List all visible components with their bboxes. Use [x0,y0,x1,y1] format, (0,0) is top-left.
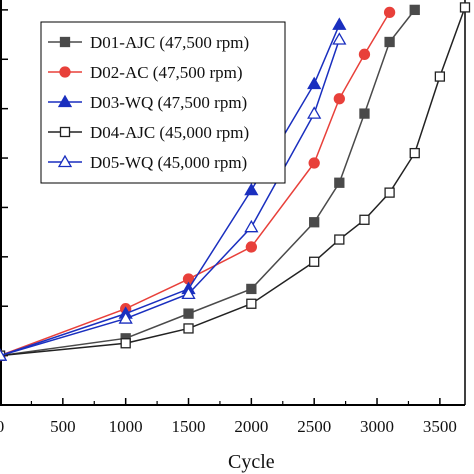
series-5-point-4 [307,106,322,119]
series-4-point-8 [409,147,420,159]
series-2-point-6 [358,48,371,60]
series-4-point-3 [246,298,257,309]
legend-label-4: D04-AJC (45,000 rpm) [90,123,249,142]
series-4-point-10 [459,2,471,13]
series-1-point-5 [334,177,345,188]
series-1-point-3 [246,283,257,295]
legend-marker-1 [59,36,71,48]
series-3-point-5 [332,17,347,30]
x-tick-label-6: 3000 [360,417,394,436]
x-tick-label-5: 2500 [297,417,331,436]
x-tick-label-4: 2000 [234,417,268,436]
series-2-point-4 [308,157,320,169]
series-5-point-3 [244,219,259,233]
series-1-point-8 [409,4,420,16]
series-5-point-2 [181,286,196,300]
series-line-5 [0,39,341,357]
series-line-3 [0,24,341,357]
x-tick-label-1: 500 [50,417,76,436]
series-4-point-1 [120,338,131,349]
legend-label-3: D03-WQ (47,500 rpm) [90,93,247,112]
x-axis-label: Cycle [228,451,275,473]
series-line-2 [0,11,391,357]
legend-marker-3 [57,94,73,108]
x-tick-label-7: 3500 [423,417,457,436]
series-1-point-7 [384,36,395,48]
series-4-point-4 [309,256,320,267]
legend-marker-5 [57,154,73,168]
series-4-point-9 [434,71,446,82]
series-5-point-0 [0,348,8,361]
x-tick-label-3: 1500 [172,417,206,436]
series-2-point-5 [333,93,345,105]
series-2-point-7 [383,6,396,18]
series-1-point-2 [183,308,194,319]
legend-label-5: D05-WQ (45,000 rpm) [90,153,247,172]
x-tick-label-2: 1000 [109,417,143,436]
series-4-point-6 [359,214,370,225]
series-4-point-2 [183,323,194,334]
series-2-point-3 [245,241,258,253]
series-3-point-4 [307,76,322,90]
legend: D01-AJC (47,500 rpm) D02-AC (47,500 rpm) D… [40,21,286,184]
series-4-point-5 [334,234,345,245]
series-5-point-1 [118,311,133,324]
series-5-point-5 [332,32,347,45]
series-4-point-7 [384,187,395,198]
series-1-point-6 [359,108,370,119]
legend-label-1: D01-AJC (47,500 rpm) [90,33,249,52]
series-3-point-3 [244,182,259,196]
x-tick-label-0: 0 [0,417,4,436]
legend-marker-2 [59,66,71,78]
series-1-point-4 [309,217,320,228]
legend-label-2: D02-AC (47,500 rpm) [90,63,243,82]
legend-marker-4 [59,126,71,138]
